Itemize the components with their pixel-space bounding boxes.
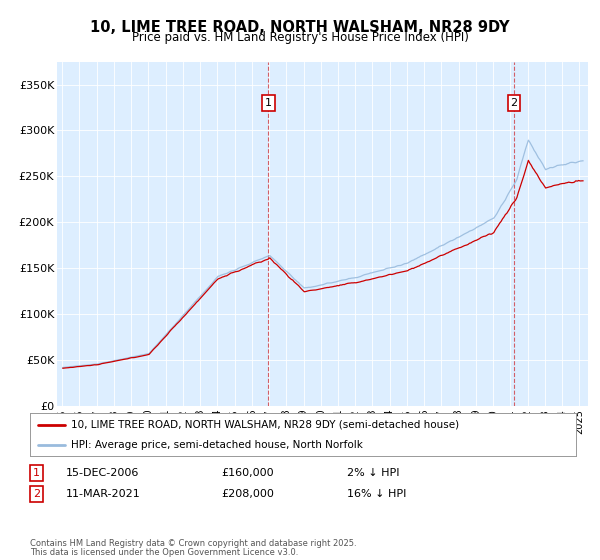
Text: This data is licensed under the Open Government Licence v3.0.: This data is licensed under the Open Gov… [30, 548, 298, 557]
Text: 2% ↓ HPI: 2% ↓ HPI [347, 468, 399, 478]
Text: 11-MAR-2021: 11-MAR-2021 [65, 489, 140, 499]
Text: 16% ↓ HPI: 16% ↓ HPI [347, 489, 406, 499]
Text: Contains HM Land Registry data © Crown copyright and database right 2025.: Contains HM Land Registry data © Crown c… [30, 539, 356, 548]
Text: 1: 1 [33, 468, 40, 478]
Text: HPI: Average price, semi-detached house, North Norfolk: HPI: Average price, semi-detached house,… [71, 440, 363, 450]
Text: £160,000: £160,000 [221, 468, 274, 478]
Text: £208,000: £208,000 [221, 489, 274, 499]
Text: 10, LIME TREE ROAD, NORTH WALSHAM, NR28 9DY (semi-detached house): 10, LIME TREE ROAD, NORTH WALSHAM, NR28 … [71, 419, 459, 430]
Text: 15-DEC-2006: 15-DEC-2006 [65, 468, 139, 478]
Text: 2: 2 [33, 489, 40, 499]
Text: 2: 2 [511, 98, 518, 108]
Text: 1: 1 [265, 98, 272, 108]
Text: 10, LIME TREE ROAD, NORTH WALSHAM, NR28 9DY: 10, LIME TREE ROAD, NORTH WALSHAM, NR28 … [90, 20, 510, 35]
Text: Price paid vs. HM Land Registry's House Price Index (HPI): Price paid vs. HM Land Registry's House … [131, 31, 469, 44]
